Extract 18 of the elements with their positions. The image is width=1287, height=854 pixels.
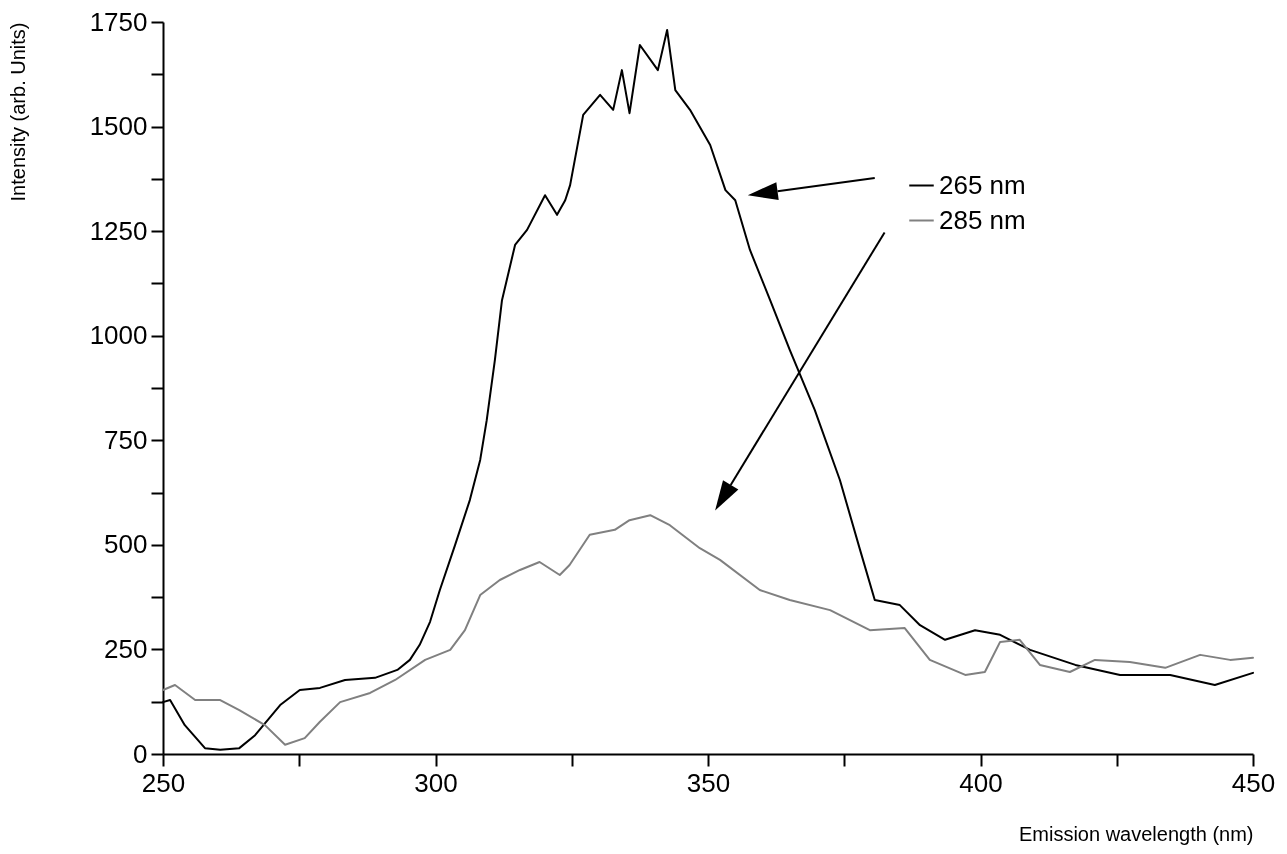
x-tick-label: 350 bbox=[686, 767, 731, 798]
x-tick-label: 400 bbox=[959, 767, 1003, 798]
y-tick-label: 250 bbox=[104, 633, 148, 664]
legend-label: 285 nm bbox=[939, 204, 1026, 235]
x-tick-label: 250 bbox=[141, 767, 186, 798]
y-tick-label: 1750 bbox=[89, 6, 148, 37]
x-axis-title: Emission wavelength (nm) bbox=[1018, 822, 1254, 845]
y-tick-label: 0 bbox=[133, 738, 148, 769]
y-tick-label: 1250 bbox=[89, 215, 148, 246]
y-tick-label: 500 bbox=[104, 529, 148, 560]
y-tick-label: 1000 bbox=[89, 320, 148, 351]
y-axis-title: Intensity (arb. Units) bbox=[6, 22, 29, 202]
y-tick-label: 750 bbox=[104, 424, 148, 455]
line-series bbox=[162, 514, 1254, 746]
y-tick-label: 1500 bbox=[89, 111, 148, 142]
x-tick-label: 450 bbox=[1231, 767, 1276, 798]
legend-label: 265 nm bbox=[939, 169, 1026, 200]
x-tick-label: 300 bbox=[414, 767, 458, 798]
